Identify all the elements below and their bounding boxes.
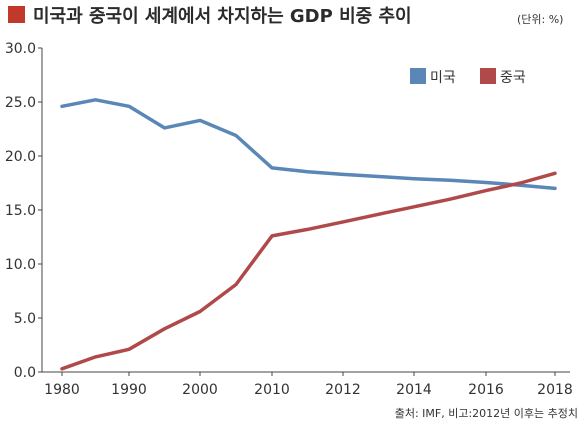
x-tick-label: 2012 [325, 382, 361, 398]
x-tick-label: 2010 [254, 382, 290, 398]
y-tick-label: 30.0 [5, 41, 36, 57]
legend-label-china: 중국 [500, 70, 526, 86]
y-tick-label: 15.0 [5, 203, 36, 219]
y-tick-label: 5.0 [14, 311, 36, 327]
legend: 미국 중국 [410, 68, 526, 86]
legend-label-usa: 미국 [430, 70, 456, 86]
x-axis-ticks: 1980 1990 2000 2010 2012 2014 2016 2018 [44, 372, 573, 398]
x-tick-label: 1980 [44, 382, 80, 398]
title-marker [8, 6, 25, 23]
x-tick-label: 1990 [111, 382, 147, 398]
y-tick-label: 10.0 [5, 257, 36, 273]
legend-swatch-usa [410, 68, 426, 84]
series-layer [60, 98, 557, 371]
x-tick-label: 2018 [537, 382, 573, 398]
unit-label: (단위: %) [517, 13, 563, 26]
x-tick-label: 2000 [182, 382, 218, 398]
legend-swatch-china [480, 68, 496, 84]
series-line-china [60, 171, 557, 371]
series-line-usa [60, 98, 557, 191]
x-tick-label: 2016 [468, 382, 504, 398]
y-axis-ticks: 0.0 5.0 10.0 15.0 20.0 25.0 30.0 [5, 41, 42, 381]
y-tick-label: 0.0 [14, 365, 36, 381]
y-tick-label: 20.0 [5, 149, 36, 165]
chart-title: 미국과 중국이 세계에서 차지하는 GDP 비중 추이 [33, 6, 412, 27]
y-tick-label: 25.0 [5, 95, 36, 111]
x-tick-label: 2014 [396, 382, 432, 398]
source-note: 출처: IMF, 비고:2012년 이후는 추정치 [395, 407, 578, 420]
